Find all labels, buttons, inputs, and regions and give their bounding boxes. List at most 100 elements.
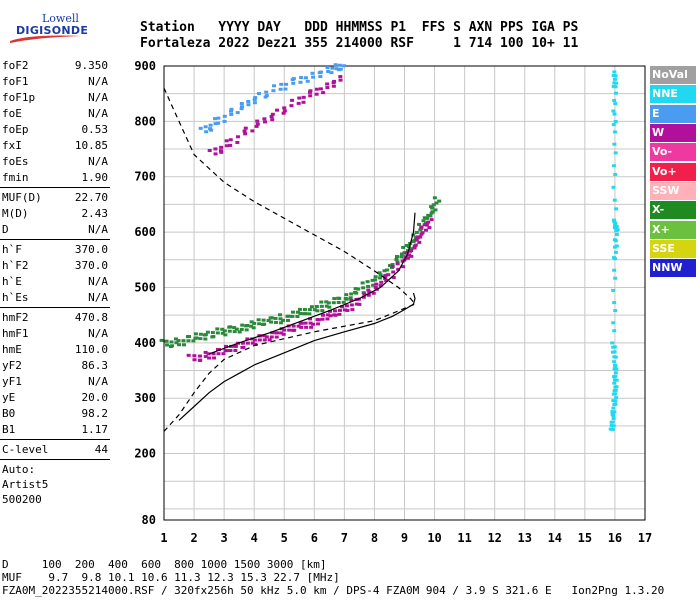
- trace-point: [353, 290, 358, 294]
- trace-point: [213, 122, 218, 126]
- trace-point: [350, 308, 355, 312]
- trace-point: [337, 63, 342, 67]
- trace-point: [291, 81, 296, 85]
- trace-point: [269, 335, 274, 339]
- param-row: yE 20.0: [0, 390, 112, 406]
- y-tick-label: 80: [142, 513, 156, 527]
- y-tick-label: 500: [134, 280, 156, 294]
- trace-point: [320, 309, 325, 313]
- trace-point: [318, 75, 323, 79]
- trace-point: [402, 251, 407, 255]
- param-value: 98.2: [81, 407, 109, 420]
- trace-point: [612, 350, 617, 354]
- param-value: N/A: [88, 91, 108, 104]
- param-row: fxI 10.85: [0, 138, 112, 154]
- trace-point: [432, 196, 437, 200]
- trace-point: [308, 317, 313, 321]
- trace-point: [612, 220, 617, 224]
- trace-point: [345, 308, 350, 312]
- x-tick-label: 2: [190, 531, 197, 545]
- param-name: foE: [2, 107, 22, 120]
- trace-point: [270, 118, 275, 122]
- legend-entry-w: W: [650, 124, 696, 143]
- trace-point: [228, 138, 233, 142]
- trace-point: [426, 220, 431, 224]
- param-name: foF1p: [2, 91, 36, 104]
- trace-point: [378, 284, 383, 288]
- trace-point: [379, 280, 384, 284]
- trace-point: [614, 224, 619, 228]
- param-divider: [0, 187, 110, 188]
- trace-point: [290, 314, 295, 318]
- param-divider: [0, 307, 110, 308]
- param-row: M(D) 2.43: [0, 206, 112, 222]
- trace-point: [252, 98, 257, 102]
- trace-point: [266, 319, 271, 323]
- param-name: h`E: [2, 275, 22, 288]
- station-header: Station YYYY DAY DDD HHMMSS P1 FFS S AXN…: [140, 20, 578, 52]
- trace-point: [269, 320, 274, 324]
- legend-entry-sse: SSE: [650, 240, 696, 259]
- trace-point: [437, 199, 442, 203]
- trace-point: [611, 109, 616, 113]
- param-value: 110.0: [74, 343, 108, 356]
- trace-point: [612, 381, 617, 385]
- trace-point: [176, 339, 181, 343]
- trace-point: [422, 216, 427, 220]
- trace-point: [279, 321, 284, 325]
- trace-point: [404, 251, 409, 255]
- trace-point: [424, 221, 429, 225]
- trace-point: [409, 247, 414, 251]
- y-tick-label: 300: [134, 391, 156, 405]
- trace-point: [302, 307, 307, 311]
- param-name: hmF2: [2, 311, 29, 324]
- trace-point: [413, 243, 418, 247]
- trace-point: [227, 325, 232, 329]
- trace-point: [263, 120, 268, 124]
- trace-point: [354, 302, 359, 306]
- trace-point: [413, 236, 418, 240]
- trace-point: [349, 303, 354, 307]
- trace-point: [311, 75, 316, 79]
- trace-point: [210, 335, 215, 339]
- trace-point: [612, 99, 617, 103]
- trace-point: [215, 327, 220, 331]
- dashed-curve: [163, 87, 416, 432]
- trace-point: [281, 332, 286, 336]
- trace-point: [262, 334, 267, 338]
- param-value: 9.350: [74, 59, 108, 72]
- trace-point: [366, 293, 371, 297]
- trace-point: [612, 403, 617, 407]
- trace-point: [252, 338, 257, 342]
- trace-point: [271, 89, 276, 93]
- trace-point: [611, 414, 616, 418]
- trace-point: [366, 285, 371, 289]
- trace-point: [193, 332, 198, 336]
- trace-point: [314, 92, 319, 96]
- trace-point: [384, 278, 389, 282]
- trace-point: [284, 82, 289, 86]
- param-row: h`E N/A: [0, 274, 112, 290]
- trace-point: [168, 345, 173, 349]
- trace-point: [239, 107, 244, 111]
- trace-point: [198, 337, 203, 341]
- trace-point: [420, 231, 425, 235]
- trace-point: [240, 341, 245, 345]
- param-row: yF2 86.3: [0, 358, 112, 374]
- trace-point: [239, 101, 244, 105]
- trace-point: [228, 143, 233, 147]
- trace-point: [423, 228, 428, 232]
- trace-point: [299, 325, 304, 329]
- trace-point: [414, 238, 419, 242]
- trace-point: [348, 296, 353, 300]
- x-tick-label: 16: [608, 531, 622, 545]
- param-value: 370.0: [74, 259, 108, 272]
- trace-point: [221, 352, 226, 356]
- trace-point: [349, 292, 354, 296]
- trace-point: [213, 152, 218, 156]
- param-value: N/A: [88, 291, 108, 304]
- trace-point: [303, 321, 308, 325]
- trace-point: [235, 140, 240, 144]
- trace-point: [282, 106, 287, 110]
- param-name: yF2: [2, 359, 22, 372]
